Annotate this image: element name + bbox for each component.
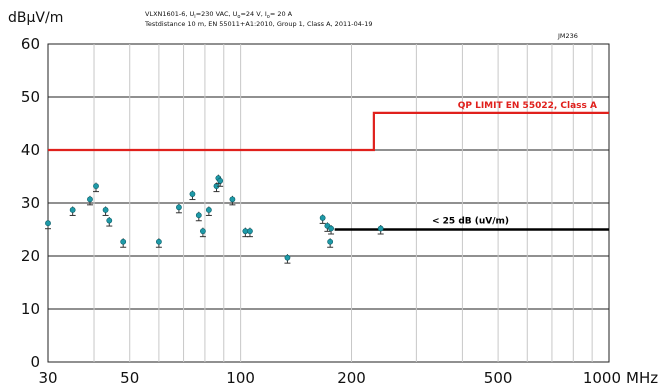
measurement-point bbox=[175, 203, 182, 214]
measurement-point bbox=[284, 254, 291, 264]
measurement-point bbox=[69, 206, 76, 216]
x-tick-labels: 30 50 100 200 500 1000 bbox=[38, 369, 621, 387]
measurement-point bbox=[213, 182, 220, 193]
x-tick-label: 1000 bbox=[583, 369, 621, 387]
measurement-point bbox=[319, 214, 326, 224]
x-tick-label: 500 bbox=[484, 369, 513, 387]
y-tick-label: 20 bbox=[21, 247, 40, 265]
x-tick-label: 30 bbox=[38, 369, 57, 387]
qp-limit-line bbox=[48, 111, 609, 152]
chart-header: VLXN1601-6, Ui=230 VAC, Uo=24 V, Io= 20 … bbox=[144, 10, 372, 28]
measurement-point bbox=[189, 190, 196, 201]
measurement-point bbox=[120, 238, 127, 248]
measurement-point bbox=[242, 227, 249, 238]
measurement-point bbox=[246, 227, 253, 238]
measurement-point bbox=[217, 177, 224, 187]
measurement-point bbox=[93, 182, 100, 193]
measurement-point bbox=[195, 211, 202, 222]
x-tick-label: 100 bbox=[226, 369, 255, 387]
header-line-1: VLXN1601-6, Ui=230 VAC, Uo=24 V, Io= 20 … bbox=[145, 10, 293, 20]
limit-lines: QP LIMIT EN 55022, Class A < 25 dB (uV/m) bbox=[48, 101, 609, 231]
measurement-point bbox=[106, 217, 113, 227]
y-tick-label: 10 bbox=[21, 300, 40, 318]
qp-limit-label: QP LIMIT EN 55022, Class A bbox=[458, 101, 597, 111]
y-tick-label: 40 bbox=[21, 141, 40, 159]
measurement-point bbox=[45, 219, 51, 230]
x-tick-label: 200 bbox=[337, 369, 366, 387]
y-axis-label: dBµV/m bbox=[8, 10, 63, 26]
measurement-point bbox=[328, 225, 335, 235]
margin-label: < 25 dB (uV/m) bbox=[432, 217, 509, 227]
measurement-point bbox=[155, 238, 162, 248]
chart-code: JM236 bbox=[557, 32, 578, 40]
measurement-points bbox=[45, 174, 384, 264]
measurement-point bbox=[86, 195, 93, 206]
measurement-point bbox=[229, 195, 236, 206]
measurement-point bbox=[327, 238, 334, 248]
y-tick-label: 30 bbox=[21, 194, 40, 212]
header-line-2: Testdistance 10 m, EN 55011+A1:2010, Gro… bbox=[144, 20, 372, 28]
y-tick-labels: 0 10 20 30 40 50 60 bbox=[21, 35, 40, 371]
measurement-point bbox=[377, 225, 384, 235]
x-tick-label: 50 bbox=[120, 369, 139, 387]
y-tick-label: 50 bbox=[21, 88, 40, 106]
measurement-point bbox=[199, 227, 206, 238]
grid bbox=[48, 44, 609, 362]
measurement-point bbox=[205, 206, 212, 216]
measurement-point bbox=[102, 206, 109, 216]
y-tick-label: 0 bbox=[30, 353, 40, 371]
x-axis-unit: MHz bbox=[626, 369, 658, 387]
y-tick-label: 60 bbox=[21, 35, 40, 53]
